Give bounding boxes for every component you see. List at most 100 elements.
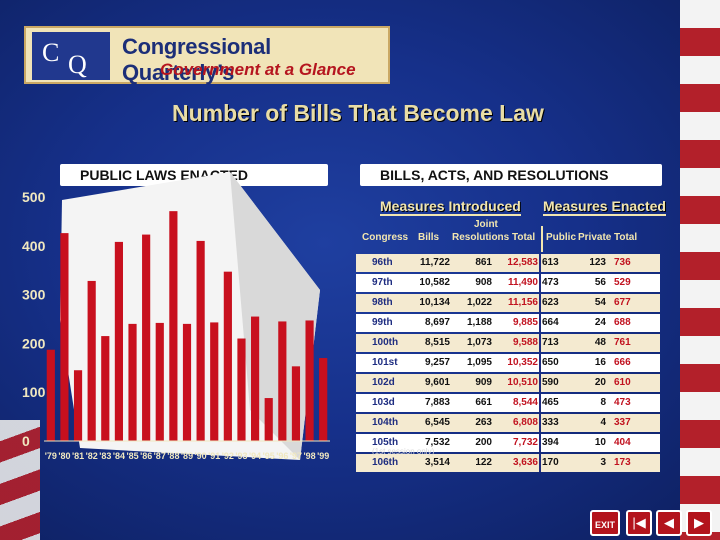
cell-total-enacted: 404: [614, 437, 631, 448]
cell-total: 7,732: [512, 437, 538, 448]
cell-bills: 7,532: [424, 437, 450, 448]
col-private: Private: [578, 232, 612, 243]
cell-bills: 10,134: [419, 297, 450, 308]
measures-introduced-heading: Measures Introduced: [380, 198, 521, 216]
logo-subtitle: Government at a Glance: [160, 60, 356, 79]
cell-private: 16: [594, 357, 606, 368]
cell-bills: 6,545: [424, 417, 450, 428]
cell-bills: 8,697: [424, 317, 450, 328]
next-button[interactable]: ▶: [686, 510, 712, 536]
bar-4: [101, 336, 110, 441]
cell-joint: 1,188: [466, 317, 492, 328]
cell-congress: 97th: [372, 277, 393, 288]
cell-joint: 909: [475, 377, 492, 388]
cell-joint: 1,073: [466, 337, 492, 348]
cell-private: 8: [600, 397, 606, 408]
cell-bills: 8,515: [424, 337, 450, 348]
cell-total: 6,808: [512, 417, 538, 428]
bar-5: [114, 241, 123, 441]
cell-congress: 106th: [372, 457, 399, 468]
bar-18: [291, 366, 301, 441]
x-tick-label: '92: [222, 451, 234, 461]
cell-congress: 101st: [372, 357, 398, 368]
bar-0: [46, 349, 55, 441]
cell-public: 590: [542, 377, 559, 388]
flag-background-right: [680, 0, 720, 540]
first-page-icon: |◀: [632, 515, 646, 530]
row-divider: [539, 354, 541, 372]
row-divider: [539, 414, 541, 432]
x-tick-label: '90: [195, 451, 207, 461]
bar-6: [128, 323, 137, 441]
first-page-button[interactable]: |◀: [626, 510, 652, 536]
col-total-enacted: Total: [614, 232, 638, 243]
table-row: 99th 8,697 1,188 9,885 664 24 688: [356, 314, 660, 332]
cell-total-enacted: 173: [614, 457, 631, 468]
page-title: Number of Bills That Become Law: [172, 100, 544, 126]
flag-background-left: [0, 420, 40, 540]
col-joint-line1: Joint: [474, 219, 498, 230]
cell-joint: 908: [475, 277, 492, 288]
x-tick-label: '95: [263, 451, 275, 461]
previous-button[interactable]: ◀: [656, 510, 682, 536]
x-tick-label: '88: [167, 451, 179, 461]
cell-congress: 103d: [372, 397, 395, 408]
exit-button[interactable]: EXIT: [590, 510, 620, 536]
table-row: 100th 8,515 1,073 9,588 713 48 761: [356, 334, 660, 352]
cell-congress: 104th: [372, 417, 399, 428]
table-row: 102d 9,601 909 10,510 590 20 610: [356, 374, 660, 392]
cell-bills: 3,514: [424, 457, 450, 468]
col-public: Public: [546, 232, 577, 243]
cell-private: 56: [594, 277, 606, 288]
cell-total-enacted: 473: [614, 397, 631, 408]
cell-total-enacted: 666: [614, 357, 631, 368]
cell-public: 473: [542, 277, 559, 288]
cell-congress: 99th: [372, 317, 393, 328]
x-tick-label: '99: [317, 451, 329, 461]
cell-public: 170: [542, 457, 559, 468]
cell-total: 9,588: [512, 337, 538, 348]
row-divider: [539, 394, 541, 412]
logo-mark-q: Q: [68, 50, 87, 79]
cell-bills: 9,257: [424, 357, 450, 368]
y-tick-label: 0: [22, 433, 30, 449]
cell-total-enacted: 736: [614, 257, 631, 268]
cell-total: 9,885: [512, 317, 538, 328]
table-row: 104th 6,545 263 6,808 333 4 337: [356, 414, 660, 432]
cell-private: 10: [594, 437, 606, 448]
x-tick-label: '94: [249, 451, 261, 461]
row-divider: [539, 374, 541, 392]
cell-joint: 200: [475, 437, 492, 448]
x-tick-label: '83: [99, 451, 111, 461]
cell-joint: 861: [475, 257, 492, 268]
x-tick-label: '97: [290, 451, 302, 461]
cell-public: 394: [542, 437, 559, 448]
row-divider: [539, 434, 541, 452]
bar-1: [60, 233, 69, 441]
x-tick-label: '85: [126, 451, 138, 461]
cell-private: 48: [594, 337, 606, 348]
col-bills: Bills: [418, 232, 440, 243]
cell-joint: 122: [475, 457, 492, 468]
next-icon: ▶: [694, 515, 704, 530]
cell-total: 11,490: [507, 277, 538, 288]
x-tick-label: '93: [235, 451, 247, 461]
col-congress: Congress: [362, 232, 409, 243]
cell-public: 465: [542, 397, 559, 408]
cell-bills: 11,722: [419, 257, 450, 268]
bar-17: [278, 321, 287, 441]
table-row: 98th 10,134 1,022 11,156 623 54 677: [356, 294, 660, 312]
cell-congress: 100th: [372, 337, 399, 348]
bar-14: [237, 338, 246, 441]
x-tick-label: '79: [45, 451, 57, 461]
bar-15: [251, 316, 260, 441]
cell-total: 8,544: [512, 397, 538, 408]
cell-total: 12,583: [507, 257, 538, 268]
cell-public: 623: [542, 297, 559, 308]
cell-total: 10,352: [507, 357, 538, 368]
x-tick-label: '84: [113, 451, 125, 461]
cell-private: 3: [600, 457, 606, 468]
bar-13: [223, 271, 232, 441]
col-joint-line2: Resolutions: [452, 232, 510, 243]
measures-enacted-heading: Measures Enacted: [543, 198, 666, 216]
